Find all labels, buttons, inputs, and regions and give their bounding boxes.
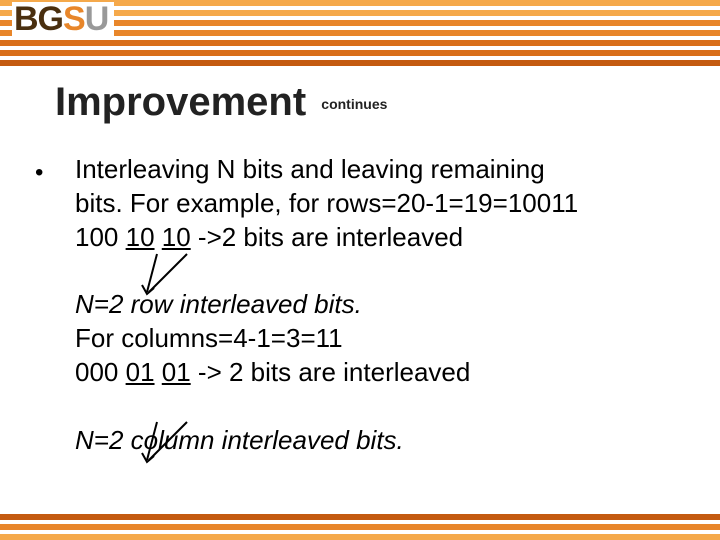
slide-content: Improvement continues • Interleaving N b… [55,80,700,458]
stripe [0,60,720,66]
line5: For columns=4-1=3=11 [75,322,700,356]
line2: bits. For example, for rows=20-1=19=1001… [75,187,700,221]
line1: Interleaving N bits and leaving remainin… [75,153,700,187]
bullet-marker: • [35,157,43,188]
title-sub: continues [321,96,387,112]
line3: 100 10 10 ->2 bits are interleaved [75,221,700,255]
logo-part2: S [63,0,85,38]
bullet-block: • Interleaving N bits and leaving remain… [55,153,700,458]
spacer [75,254,700,288]
spacer [75,390,700,424]
slide-title: Improvement continues [55,80,700,125]
stripe [0,534,720,540]
title-main: Improvement [55,80,306,124]
logo-part3: U [85,0,109,38]
line7: N=2 column interleaved bits. [75,424,700,458]
line6: 000 01 01 -> 2 bits are interleaved [75,356,700,390]
logo: BGSU [12,2,114,36]
logo-part1: BG [14,0,63,38]
body-text: Interleaving N bits and leaving remainin… [75,153,700,458]
bottom-stripe-band [0,514,720,540]
line4: N=2 row interleaved bits. [75,288,700,322]
